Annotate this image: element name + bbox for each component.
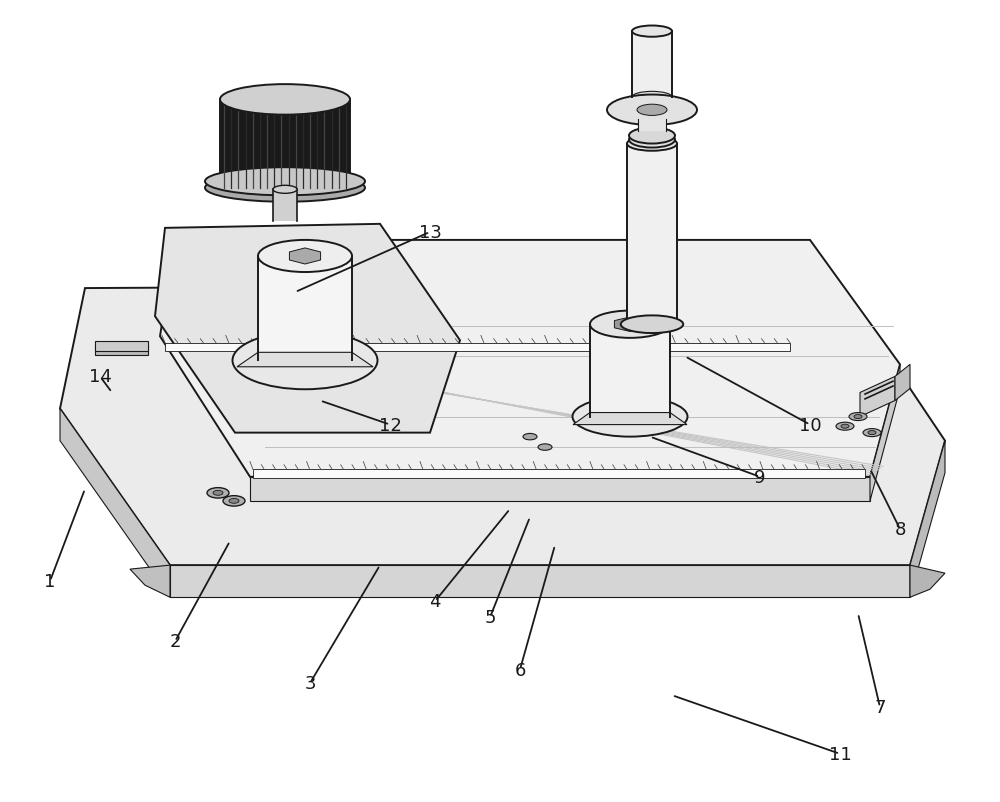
- Ellipse shape: [232, 332, 378, 390]
- Text: 8: 8: [894, 520, 906, 538]
- Ellipse shape: [637, 105, 667, 116]
- Polygon shape: [910, 565, 945, 597]
- Text: 10: 10: [799, 416, 821, 434]
- Ellipse shape: [863, 429, 881, 437]
- Ellipse shape: [572, 397, 688, 437]
- Text: 7: 7: [874, 699, 886, 716]
- Polygon shape: [170, 565, 910, 597]
- Polygon shape: [60, 409, 170, 597]
- Text: 9: 9: [754, 468, 766, 486]
- Polygon shape: [95, 346, 148, 355]
- Polygon shape: [220, 100, 350, 188]
- Ellipse shape: [629, 132, 675, 148]
- Ellipse shape: [207, 488, 229, 498]
- Ellipse shape: [868, 431, 876, 435]
- Polygon shape: [95, 342, 148, 351]
- Text: 11: 11: [829, 745, 851, 763]
- Ellipse shape: [627, 137, 677, 152]
- Ellipse shape: [213, 491, 223, 496]
- Text: 12: 12: [379, 416, 401, 434]
- Polygon shape: [60, 285, 945, 565]
- Text: 14: 14: [89, 368, 111, 386]
- Polygon shape: [237, 353, 373, 367]
- Ellipse shape: [205, 168, 365, 196]
- Polygon shape: [860, 377, 895, 417]
- Ellipse shape: [854, 415, 862, 419]
- Ellipse shape: [273, 186, 297, 194]
- Ellipse shape: [849, 413, 867, 421]
- Polygon shape: [165, 343, 790, 351]
- Ellipse shape: [836, 423, 854, 431]
- Polygon shape: [130, 565, 170, 597]
- Polygon shape: [895, 365, 910, 401]
- Ellipse shape: [538, 444, 552, 451]
- Polygon shape: [253, 469, 865, 478]
- Ellipse shape: [621, 316, 683, 334]
- Ellipse shape: [607, 95, 697, 126]
- Text: 1: 1: [44, 573, 56, 590]
- Polygon shape: [614, 318, 646, 332]
- Ellipse shape: [223, 496, 245, 507]
- Ellipse shape: [590, 311, 670, 338]
- Ellipse shape: [205, 175, 365, 203]
- Ellipse shape: [229, 499, 239, 504]
- Polygon shape: [155, 225, 460, 433]
- Polygon shape: [160, 241, 900, 477]
- Text: 13: 13: [419, 224, 441, 241]
- Text: 2: 2: [169, 633, 181, 650]
- Polygon shape: [870, 365, 900, 501]
- Text: 3: 3: [304, 674, 316, 692]
- Ellipse shape: [523, 434, 537, 440]
- Ellipse shape: [632, 92, 672, 103]
- Polygon shape: [573, 413, 687, 425]
- Ellipse shape: [258, 241, 352, 273]
- Text: 6: 6: [514, 661, 526, 678]
- Text: 5: 5: [484, 609, 496, 626]
- Ellipse shape: [629, 128, 675, 144]
- Polygon shape: [250, 477, 870, 501]
- Text: 4: 4: [429, 593, 441, 610]
- Ellipse shape: [632, 26, 672, 38]
- Polygon shape: [289, 249, 321, 265]
- Ellipse shape: [627, 318, 677, 332]
- Ellipse shape: [841, 424, 849, 428]
- Polygon shape: [910, 441, 945, 597]
- Ellipse shape: [220, 85, 350, 115]
